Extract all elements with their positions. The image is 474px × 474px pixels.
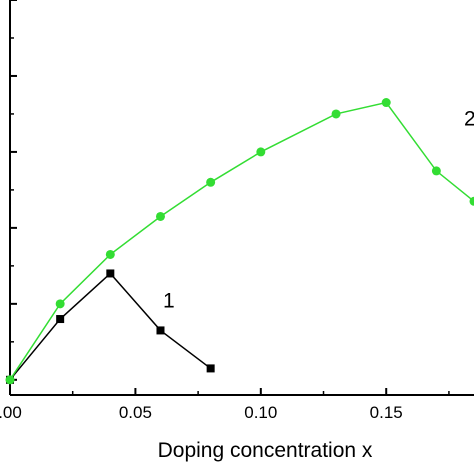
series-2-point xyxy=(155,211,165,221)
series-1-label: 1 xyxy=(163,290,175,313)
series-1-point xyxy=(56,315,65,324)
series-2-point xyxy=(5,375,15,385)
series-2-line xyxy=(9,101,474,381)
series-2-label: 2 xyxy=(464,107,474,130)
series-2-point xyxy=(55,299,65,309)
series-1-point xyxy=(156,326,165,335)
series-2-point xyxy=(469,196,474,206)
series-2-point xyxy=(206,177,216,187)
axes: .00 0.05 0.10 0.15 xyxy=(0,0,474,422)
series-1-point xyxy=(206,364,215,373)
series-1-point xyxy=(106,269,115,278)
x-axis-title: Doping concentration x xyxy=(158,439,373,462)
series-1-line xyxy=(9,272,212,381)
labels-layer: 12 xyxy=(163,107,474,312)
series-2-point xyxy=(256,147,266,157)
series-2-point xyxy=(381,98,391,108)
series-2-point xyxy=(431,166,441,176)
series-layer xyxy=(5,98,474,385)
x-tick-label: 0.15 xyxy=(370,403,403,422)
x-tick-label: .00 xyxy=(0,403,22,422)
x-tick-label: 0.05 xyxy=(119,403,152,422)
x-tick-label: 0.10 xyxy=(244,403,277,422)
series-2-point xyxy=(105,249,115,259)
series-2-point xyxy=(331,109,341,119)
